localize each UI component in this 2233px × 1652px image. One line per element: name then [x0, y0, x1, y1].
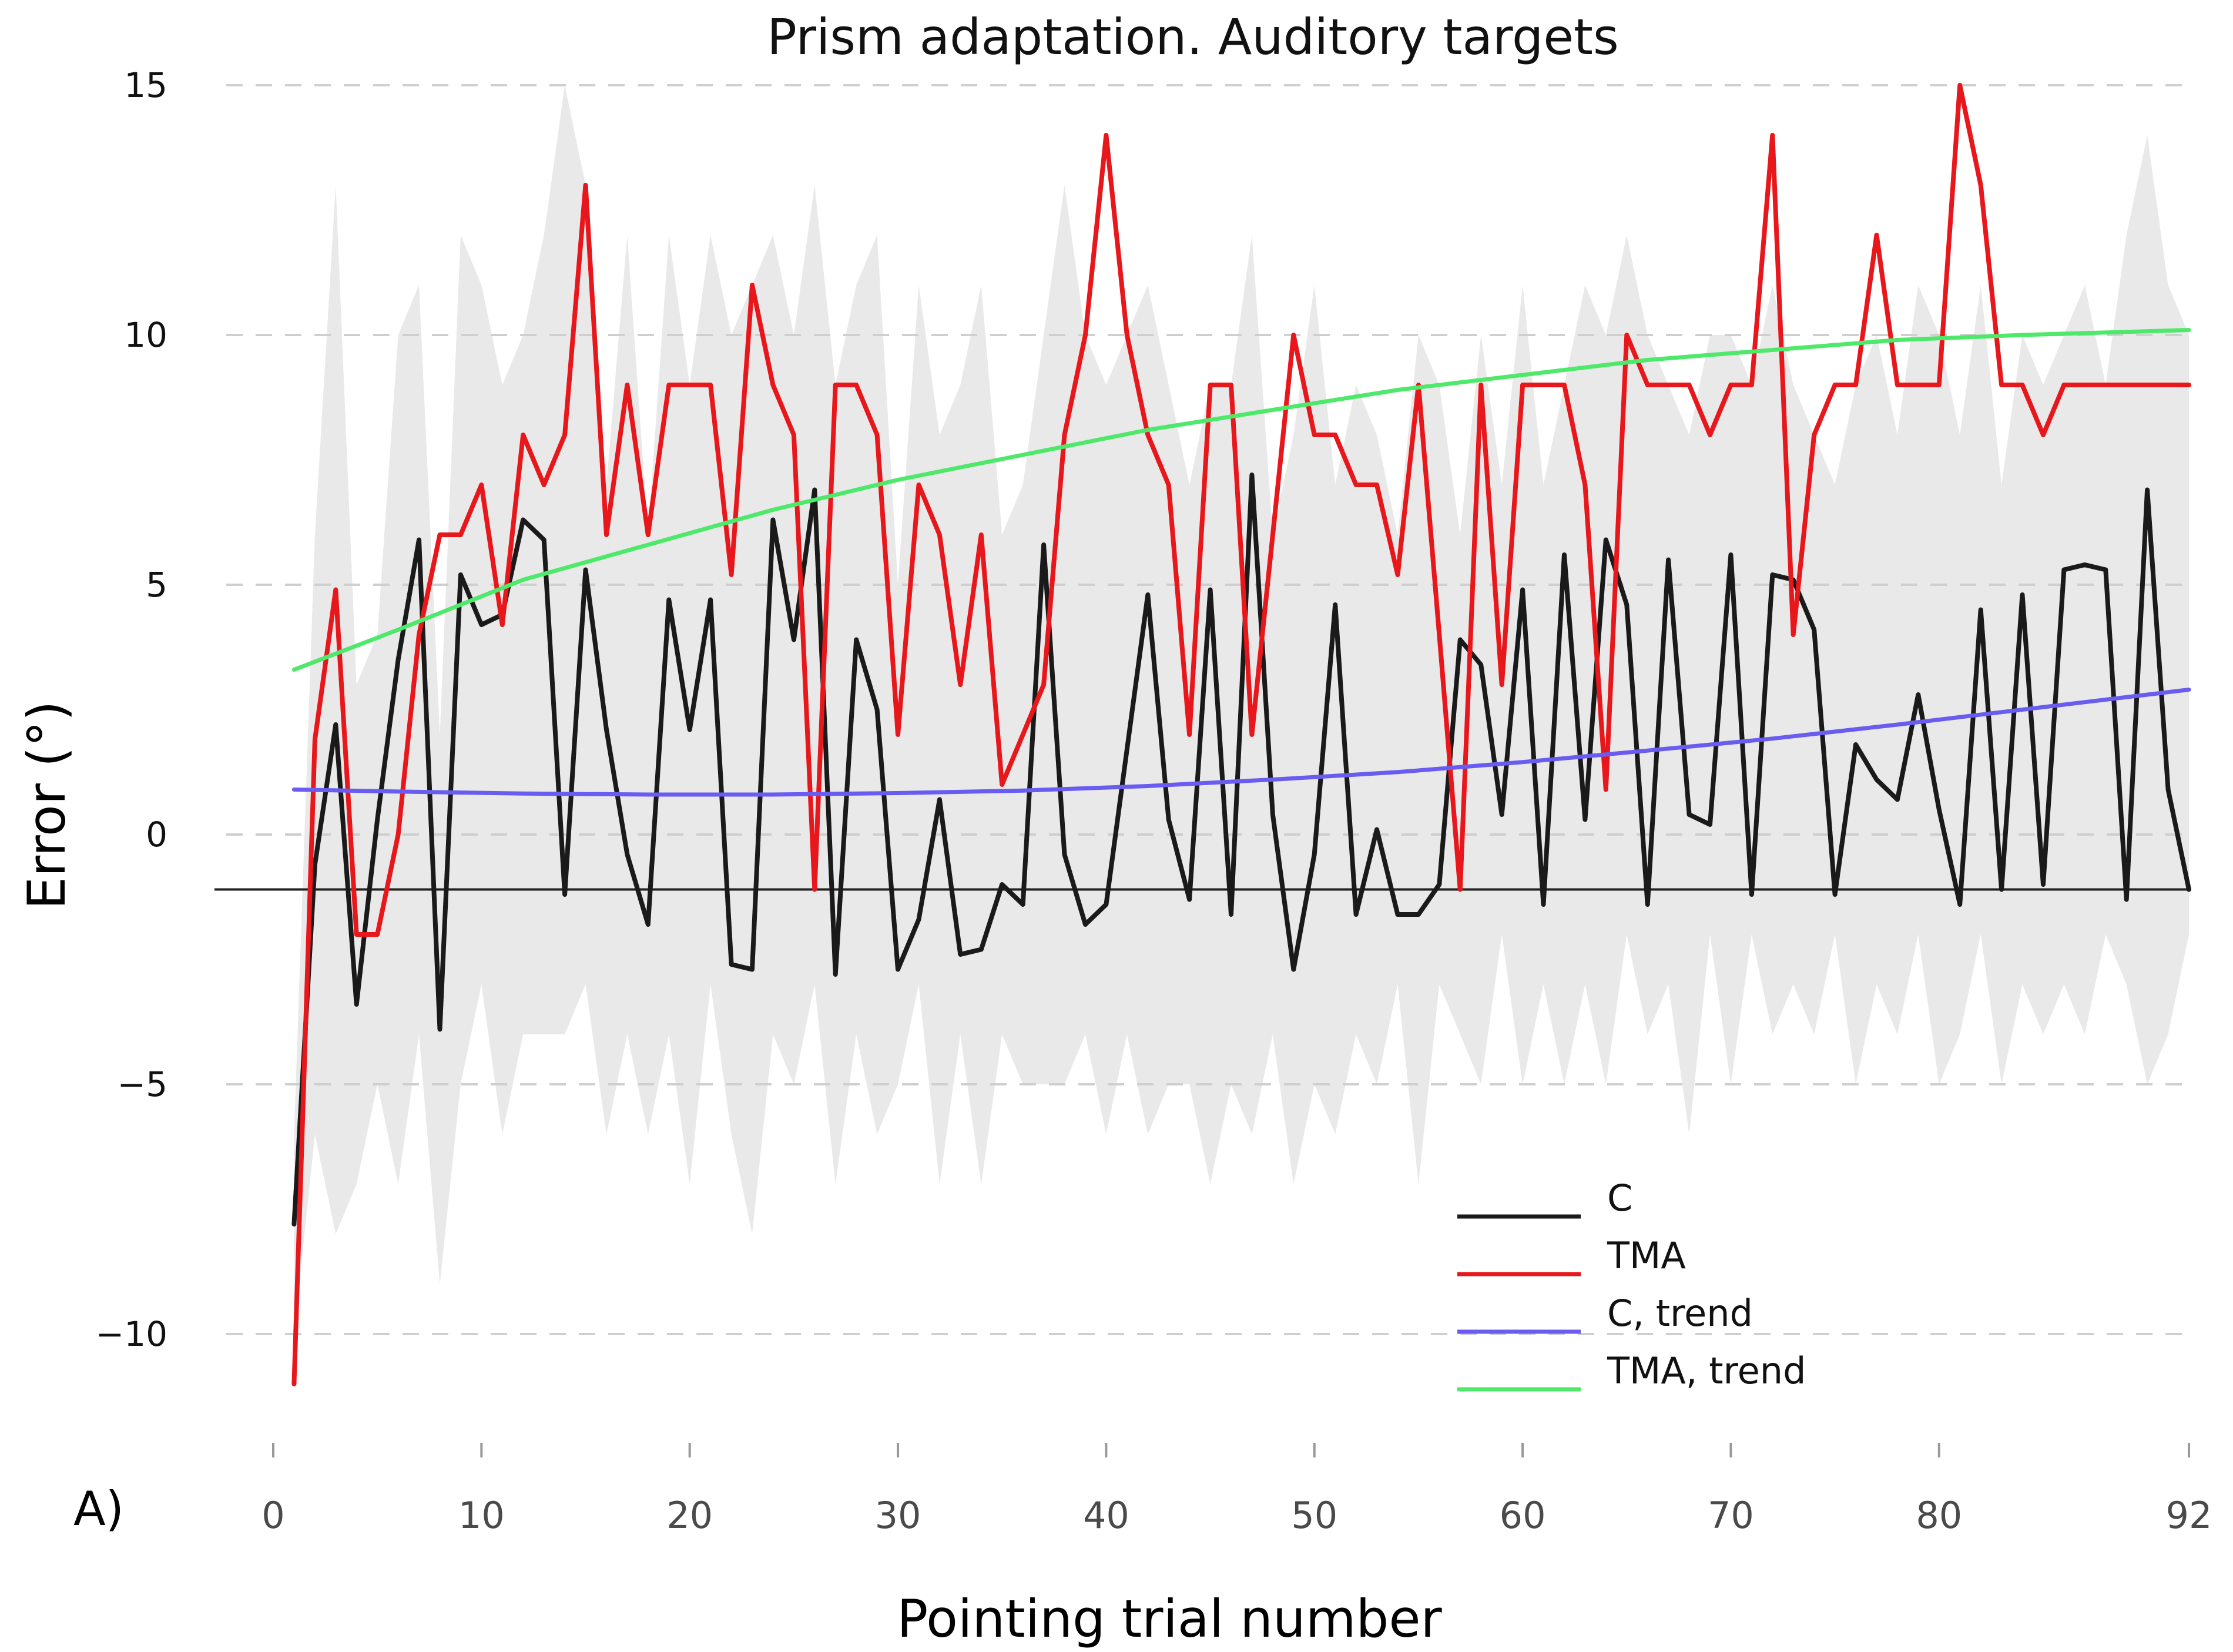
series-line-tma-trend	[291, 328, 2191, 672]
y-tick-label: 10	[124, 315, 167, 355]
y-axis-ticks: 15 10 5 0 −5 −10	[96, 65, 167, 1354]
y-tick-label: 0	[146, 815, 167, 855]
y-tick-label: −10	[96, 1314, 167, 1354]
x-tick-label: 50	[1291, 1494, 1337, 1537]
x-tick-label: 0	[261, 1494, 284, 1537]
chart-title: Prism adaptation. Auditory targets	[767, 8, 1618, 66]
y-tick-label: 15	[124, 65, 167, 105]
legend-label-c-trend: C, trend	[1607, 1292, 1753, 1335]
series-line-c-trend	[291, 688, 2191, 797]
legend-label-tma: TMA	[1607, 1234, 1686, 1277]
series-line-c	[291, 473, 2191, 1227]
x-tick-label: 70	[1708, 1494, 1754, 1537]
series-line-tma	[291, 83, 2191, 1386]
grid-lines	[226, 84, 2189, 1335]
chart-legend: C TMA C, trend TMA, trend	[1457, 1177, 1806, 1392]
series-lines	[291, 83, 2191, 1386]
x-tick-label: 40	[1083, 1494, 1129, 1537]
y-tick-label: −5	[118, 1064, 168, 1104]
x-tick-label: 30	[875, 1494, 921, 1537]
x-tick-label: 92	[2166, 1494, 2212, 1537]
legend-label-c: C	[1607, 1177, 1632, 1219]
y-tick-label: 5	[146, 565, 167, 605]
x-tick-label: 80	[1916, 1494, 1962, 1537]
x-tick-label: 20	[666, 1494, 713, 1537]
legend-label-tma-trend: TMA, trend	[1607, 1349, 1806, 1392]
x-tick-label: 10	[458, 1494, 505, 1537]
panel-label: A)	[73, 1482, 124, 1536]
x-tick-label: 60	[1500, 1494, 1546, 1537]
x-axis-label: Pointing trial number	[897, 1589, 1442, 1649]
x-axis-ticks: 0 10 20 30 40 50 60 70 80 92	[261, 1443, 2212, 1537]
y-axis-label: Error (°)	[16, 701, 77, 909]
